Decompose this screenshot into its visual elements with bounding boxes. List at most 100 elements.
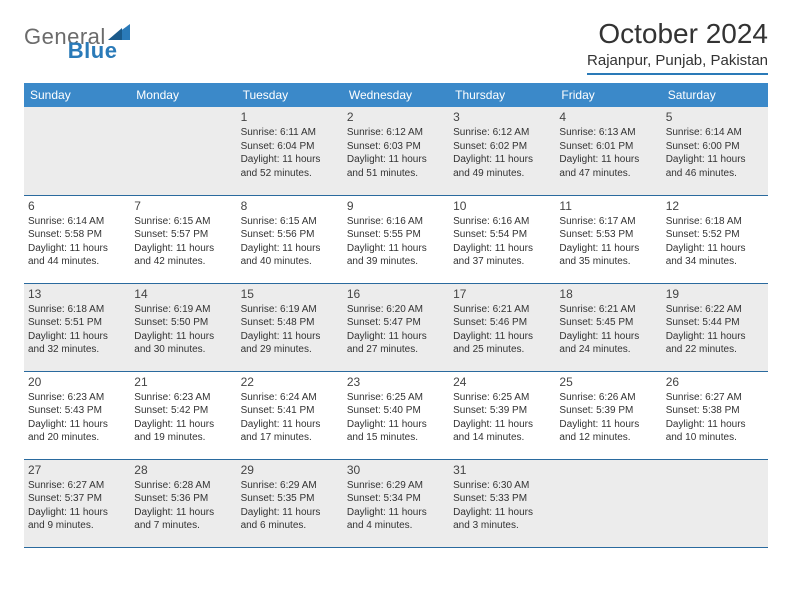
calendar-week-row: 6 Sunrise: 6:14 AMSunset: 5:58 PMDaylight… [24, 195, 768, 283]
day-number: 7 [134, 199, 232, 213]
day-info: Sunrise: 6:21 AMSunset: 5:46 PMDaylight:… [453, 303, 551, 357]
day-number: 20 [28, 375, 126, 389]
calendar-day-cell: 12 Sunrise: 6:18 AMSunset: 5:52 PMDayligh… [662, 195, 768, 283]
day-number: 12 [666, 199, 764, 213]
day-header: Saturday [662, 83, 768, 107]
day-info: Sunrise: 6:18 AMSunset: 5:51 PMDaylight:… [28, 303, 126, 357]
calendar-day-cell: 11 Sunrise: 6:17 AMSunset: 5:53 PMDayligh… [555, 195, 661, 283]
calendar-day-cell: 21 Sunrise: 6:23 AMSunset: 5:42 PMDayligh… [130, 371, 236, 459]
day-number: 6 [28, 199, 126, 213]
calendar-day-cell: 9 Sunrise: 6:16 AMSunset: 5:55 PMDaylight… [343, 195, 449, 283]
day-info: Sunrise: 6:16 AMSunset: 5:54 PMDaylight:… [453, 215, 551, 269]
day-info: Sunrise: 6:23 AMSunset: 5:42 PMDaylight:… [134, 391, 232, 445]
day-info: Sunrise: 6:19 AMSunset: 5:48 PMDaylight:… [241, 303, 339, 357]
calendar-day-cell: 27 Sunrise: 6:27 AMSunset: 5:37 PMDayligh… [24, 459, 130, 547]
calendar-day-cell: 26 Sunrise: 6:27 AMSunset: 5:38 PMDayligh… [662, 371, 768, 459]
day-number: 19 [666, 287, 764, 301]
calendar-day-cell: 17 Sunrise: 6:21 AMSunset: 5:46 PMDayligh… [449, 283, 555, 371]
calendar-day-cell: 14 Sunrise: 6:19 AMSunset: 5:50 PMDayligh… [130, 283, 236, 371]
day-number: 21 [134, 375, 232, 389]
day-number: 11 [559, 199, 657, 213]
day-number: 1 [241, 110, 339, 124]
day-info: Sunrise: 6:18 AMSunset: 5:52 PMDaylight:… [666, 215, 764, 269]
day-header: Wednesday [343, 83, 449, 107]
day-info: Sunrise: 6:17 AMSunset: 5:53 PMDaylight:… [559, 215, 657, 269]
calendar-day-cell: 2 Sunrise: 6:12 AMSunset: 6:03 PMDaylight… [343, 107, 449, 195]
calendar-day-cell: 1 Sunrise: 6:11 AMSunset: 6:04 PMDaylight… [237, 107, 343, 195]
calendar-week-row: 27 Sunrise: 6:27 AMSunset: 5:37 PMDayligh… [24, 459, 768, 547]
day-number: 3 [453, 110, 551, 124]
day-number: 29 [241, 463, 339, 477]
day-number: 18 [559, 287, 657, 301]
day-number: 9 [347, 199, 445, 213]
day-info: Sunrise: 6:12 AMSunset: 6:02 PMDaylight:… [453, 126, 551, 180]
calendar-day-cell: 13Sunrise: 6:18 AMSunset: 5:51 PMDayligh… [24, 283, 130, 371]
day-number: 14 [134, 287, 232, 301]
calendar-page: General Blue October 2024 Rajanpur, Punj… [0, 0, 792, 548]
day-number: 2 [347, 110, 445, 124]
calendar-day-cell: 18Sunrise: 6:21 AMSunset: 5:45 PMDayligh… [555, 283, 661, 371]
day-info: Sunrise: 6:27 AMSunset: 5:37 PMDaylight:… [28, 479, 126, 533]
day-header-row: SundayMondayTuesdayWednesdayThursdayFrid… [24, 83, 768, 107]
day-number: 27 [28, 463, 126, 477]
day-info: Sunrise: 6:11 AMSunset: 6:04 PMDaylight:… [241, 126, 339, 180]
calendar-day-cell: 8 Sunrise: 6:15 AMSunset: 5:56 PMDaylight… [237, 195, 343, 283]
day-info: Sunrise: 6:27 AMSunset: 5:38 PMDaylight:… [666, 391, 764, 445]
calendar-day-cell: 16Sunrise: 6:20 AMSunset: 5:47 PMDayligh… [343, 283, 449, 371]
calendar-day-cell: 4Sunrise: 6:13 AMSunset: 6:01 PMDaylight… [555, 107, 661, 195]
day-info: Sunrise: 6:13 AMSunset: 6:01 PMDaylight:… [559, 126, 657, 180]
calendar-day-cell: 25 Sunrise: 6:26 AMSunset: 5:39 PMDayligh… [555, 371, 661, 459]
day-info: Sunrise: 6:29 AMSunset: 5:34 PMDaylight:… [347, 479, 445, 533]
calendar-day-cell [555, 459, 661, 547]
day-info: Sunrise: 6:24 AMSunset: 5:41 PMDaylight:… [241, 391, 339, 445]
day-info: Sunrise: 6:22 AMSunset: 5:44 PMDaylight:… [666, 303, 764, 357]
day-header: Tuesday [237, 83, 343, 107]
day-header: Sunday [24, 83, 130, 107]
day-info: Sunrise: 6:25 AMSunset: 5:39 PMDaylight:… [453, 391, 551, 445]
calendar-day-cell [662, 459, 768, 547]
calendar-day-cell [130, 107, 236, 195]
day-info: Sunrise: 6:16 AMSunset: 5:55 PMDaylight:… [347, 215, 445, 269]
calendar-day-cell: 31 Sunrise: 6:30 AMSunset: 5:33 PMDayligh… [449, 459, 555, 547]
month-title: October 2024 [587, 18, 768, 50]
calendar-day-cell: 22 Sunrise: 6:24 AMSunset: 5:41 PMDayligh… [237, 371, 343, 459]
day-info: Sunrise: 6:28 AMSunset: 5:36 PMDaylight:… [134, 479, 232, 533]
day-info: Sunrise: 6:26 AMSunset: 5:39 PMDaylight:… [559, 391, 657, 445]
day-header: Thursday [449, 83, 555, 107]
day-number: 5 [666, 110, 764, 124]
day-number: 10 [453, 199, 551, 213]
calendar-day-cell: 28 Sunrise: 6:28 AMSunset: 5:36 PMDayligh… [130, 459, 236, 547]
calendar-table: SundayMondayTuesdayWednesdayThursdayFrid… [24, 83, 768, 548]
day-number: 31 [453, 463, 551, 477]
calendar-week-row: 20 Sunrise: 6:23 AMSunset: 5:43 PMDayligh… [24, 371, 768, 459]
day-number: 15 [241, 287, 339, 301]
day-number: 28 [134, 463, 232, 477]
calendar-day-cell: 19 Sunrise: 6:22 AMSunset: 5:44 PMDayligh… [662, 283, 768, 371]
day-info: Sunrise: 6:12 AMSunset: 6:03 PMDaylight:… [347, 126, 445, 180]
day-number: 23 [347, 375, 445, 389]
calendar-day-cell: 7 Sunrise: 6:15 AMSunset: 5:57 PMDaylight… [130, 195, 236, 283]
day-number: 30 [347, 463, 445, 477]
calendar-day-cell: 6 Sunrise: 6:14 AMSunset: 5:58 PMDaylight… [24, 195, 130, 283]
day-number: 22 [241, 375, 339, 389]
logo-text-2: Blue [68, 38, 118, 63]
day-number: 25 [559, 375, 657, 389]
logo: General Blue [24, 24, 179, 50]
day-number: 8 [241, 199, 339, 213]
day-info: Sunrise: 6:15 AMSunset: 5:56 PMDaylight:… [241, 215, 339, 269]
day-info: Sunrise: 6:14 AMSunset: 6:00 PMDaylight:… [666, 126, 764, 180]
day-info: Sunrise: 6:19 AMSunset: 5:50 PMDaylight:… [134, 303, 232, 357]
day-number: 17 [453, 287, 551, 301]
day-info: Sunrise: 6:30 AMSunset: 5:33 PMDaylight:… [453, 479, 551, 533]
day-info: Sunrise: 6:23 AMSunset: 5:43 PMDaylight:… [28, 391, 126, 445]
location: Rajanpur, Punjab, Pakistan [587, 52, 768, 69]
calendar-day-cell: 23Sunrise: 6:25 AMSunset: 5:40 PMDayligh… [343, 371, 449, 459]
calendar-day-cell: 3 Sunrise: 6:12 AMSunset: 6:02 PMDaylight… [449, 107, 555, 195]
day-info: Sunrise: 6:14 AMSunset: 5:58 PMDaylight:… [28, 215, 126, 269]
calendar-day-cell: 5 Sunrise: 6:14 AMSunset: 6:00 PMDaylight… [662, 107, 768, 195]
day-number: 26 [666, 375, 764, 389]
calendar-day-cell: 15 Sunrise: 6:19 AMSunset: 5:48 PMDayligh… [237, 283, 343, 371]
day-info: Sunrise: 6:15 AMSunset: 5:57 PMDaylight:… [134, 215, 232, 269]
header: General Blue October 2024 Rajanpur, Punj… [24, 18, 768, 75]
calendar-day-cell: 10 Sunrise: 6:16 AMSunset: 5:54 PMDayligh… [449, 195, 555, 283]
